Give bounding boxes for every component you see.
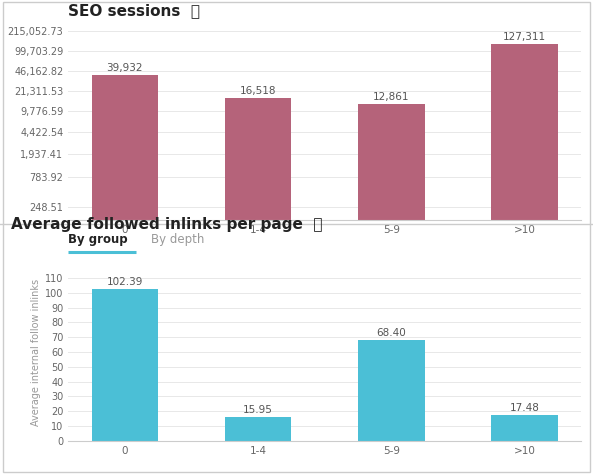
Text: 127,311: 127,311 <box>503 32 546 42</box>
Y-axis label: SEO visits: SEO visits <box>0 98 4 146</box>
Bar <box>91 74 158 474</box>
Bar <box>91 289 158 441</box>
Bar <box>358 339 425 441</box>
Text: 39,932: 39,932 <box>107 63 143 73</box>
Text: Average followed inlinks per page  ⓘ: Average followed inlinks per page ⓘ <box>11 217 322 232</box>
Text: 15.95: 15.95 <box>243 405 273 415</box>
Text: 102.39: 102.39 <box>107 277 143 287</box>
Bar <box>358 104 425 474</box>
Bar <box>225 98 291 474</box>
Bar <box>225 417 291 441</box>
Bar <box>491 44 558 474</box>
Text: SEO sessions  ⓘ: SEO sessions ⓘ <box>68 3 200 18</box>
Text: 68.40: 68.40 <box>377 328 406 337</box>
Text: By group: By group <box>68 234 128 246</box>
Text: 17.48: 17.48 <box>509 403 540 413</box>
Bar <box>491 415 558 441</box>
Y-axis label: Average internal follow inlinks: Average internal follow inlinks <box>31 278 41 426</box>
Text: 12,861: 12,861 <box>373 92 410 102</box>
Text: By depth: By depth <box>151 234 205 246</box>
Text: 16,518: 16,518 <box>240 86 276 96</box>
